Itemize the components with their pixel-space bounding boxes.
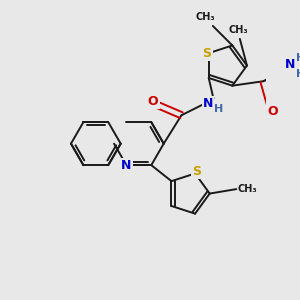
Text: N: N: [285, 58, 295, 71]
Text: CH₃: CH₃: [196, 12, 216, 22]
Text: O: O: [148, 94, 158, 108]
Text: H: H: [296, 69, 300, 79]
Text: CH₃: CH₃: [228, 25, 248, 35]
Text: S: S: [202, 46, 211, 60]
Text: H: H: [214, 104, 224, 114]
Text: O: O: [267, 105, 278, 118]
Text: CH₃: CH₃: [237, 184, 257, 194]
Text: S: S: [192, 165, 201, 178]
Text: H: H: [296, 53, 300, 63]
Text: N: N: [121, 159, 132, 172]
Text: N: N: [203, 97, 213, 110]
